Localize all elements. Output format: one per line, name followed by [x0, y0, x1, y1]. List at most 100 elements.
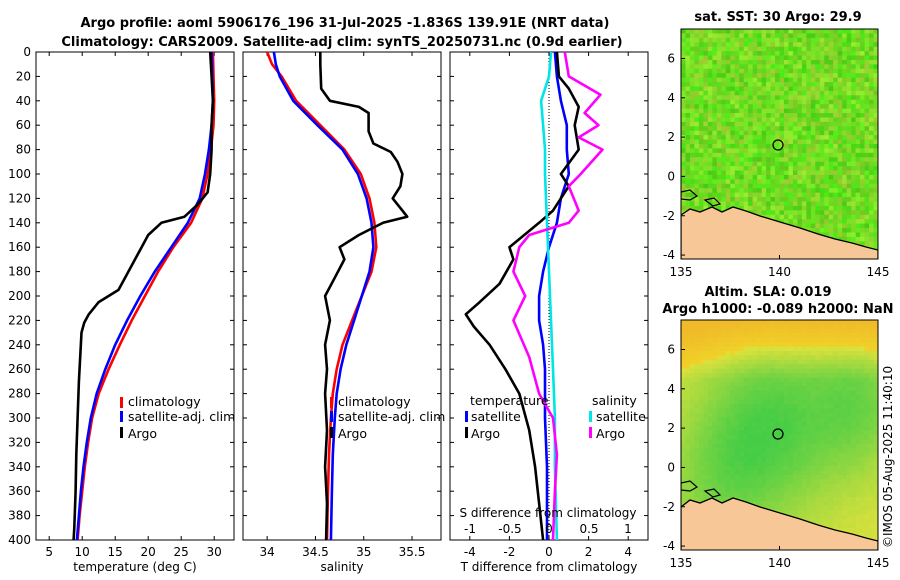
heatmap-cell	[819, 488, 825, 493]
heatmap-cell	[797, 346, 803, 352]
heatmap-cell	[828, 350, 834, 356]
heatmap-cell	[779, 130, 785, 136]
heatmap-cell	[748, 342, 754, 347]
heatmap-cell	[806, 59, 812, 65]
heatmap-cell	[797, 435, 803, 440]
heatmap-cell	[792, 342, 798, 347]
heatmap-cell	[712, 99, 718, 105]
heatmap-cell	[801, 483, 807, 489]
heatmap-cell	[694, 179, 700, 185]
heatmap-cell	[739, 139, 745, 145]
heatmap-cell	[869, 373, 874, 378]
heatmap-cell	[716, 135, 722, 140]
heatmap-cell	[757, 364, 762, 370]
heatmap-cell	[694, 148, 700, 154]
heatmap-cell	[819, 113, 825, 118]
heatmap-cell	[869, 113, 874, 118]
heatmap-cell	[815, 328, 821, 334]
heatmap-cell	[725, 377, 731, 383]
heatmap-cell	[792, 501, 798, 507]
top-tick-label: -0.5	[498, 522, 521, 536]
heatmap-cell	[685, 355, 691, 361]
heatmap-cell	[761, 152, 767, 158]
heatmap-cell	[806, 130, 812, 136]
heatmap-cell	[685, 64, 691, 70]
heatmap-cell	[810, 152, 816, 158]
heatmap-cell	[855, 104, 861, 110]
heatmap-cell	[721, 148, 727, 154]
heatmap-cell	[869, 205, 874, 211]
heatmap-cell	[864, 95, 870, 101]
heatmap-cell	[743, 333, 749, 339]
heatmap-cell	[721, 324, 727, 330]
heatmap-cell	[815, 51, 821, 56]
series-line-climatology	[265, 51, 378, 541]
heatmap-cell	[788, 95, 794, 101]
heatmap-cell	[815, 42, 821, 48]
heatmap-cell	[815, 510, 821, 516]
heatmap-cell	[828, 29, 834, 34]
heatmap-cell	[788, 333, 794, 339]
heatmap-cell	[734, 368, 740, 374]
heatmap-cell	[681, 320, 686, 325]
heatmap-cell	[828, 104, 834, 110]
heatmap-cell	[779, 166, 785, 171]
heatmap-cell	[707, 188, 713, 194]
heatmap-cell	[846, 64, 852, 70]
heatmap-cell	[694, 395, 700, 401]
heatmap-cell	[685, 170, 691, 176]
heatmap-cell	[689, 492, 695, 498]
heatmap-cell	[681, 492, 686, 498]
heatmap-cell	[788, 214, 794, 220]
heatmap-cell	[685, 33, 691, 39]
heatmap-cell	[837, 501, 843, 507]
heatmap-cell	[846, 104, 852, 110]
heatmap-cell	[748, 33, 754, 39]
heatmap-cell	[743, 46, 749, 52]
heatmap-cell	[792, 386, 798, 392]
heatmap-cell	[698, 479, 704, 485]
heatmap-cell	[757, 448, 762, 454]
heatmap-cell	[864, 492, 870, 498]
heatmap-cell	[819, 55, 825, 61]
heatmap-cell	[681, 104, 686, 110]
heatmap-cell	[869, 359, 874, 365]
heatmap-cell	[815, 55, 821, 61]
heatmap-cell	[734, 421, 740, 427]
heatmap-cell	[806, 474, 812, 480]
heatmap-cell	[824, 479, 830, 485]
heatmap-cell	[788, 399, 794, 405]
heatmap-cell	[869, 350, 874, 356]
heatmap-cell	[681, 90, 686, 96]
heatmap-cell	[815, 99, 821, 105]
heatmap-cell	[707, 488, 713, 493]
heatmap-cell	[712, 443, 718, 449]
heatmap-cell	[788, 474, 794, 480]
heatmap-cell	[752, 421, 758, 427]
heatmap-cell	[748, 59, 754, 65]
heatmap-cell	[828, 205, 834, 211]
heatmap-cell	[824, 174, 830, 180]
heatmap-cell	[837, 157, 843, 163]
heatmap-cell	[730, 324, 736, 330]
heatmap-cell	[819, 179, 825, 185]
heatmap-cell	[730, 355, 736, 361]
heatmap-cell	[792, 104, 798, 110]
heatmap-cell	[819, 42, 825, 48]
heatmap-cell	[698, 130, 704, 136]
heatmap-cell	[864, 514, 870, 520]
heatmap-cell	[864, 465, 870, 471]
heatmap-cell	[752, 470, 758, 476]
heatmap-cell	[828, 46, 834, 52]
heatmap-cell	[860, 395, 865, 401]
heatmap-cell	[819, 377, 825, 383]
heatmap-cell	[685, 333, 691, 339]
heatmap-cell	[864, 73, 870, 79]
heatmap-cell	[766, 501, 771, 507]
heatmap-cell	[819, 510, 825, 516]
heatmap-cell	[779, 55, 785, 61]
y-tick-label: 80	[16, 143, 31, 157]
heatmap-cell	[846, 364, 852, 370]
heatmap-cell	[712, 152, 718, 158]
heatmap-cell	[694, 59, 700, 65]
